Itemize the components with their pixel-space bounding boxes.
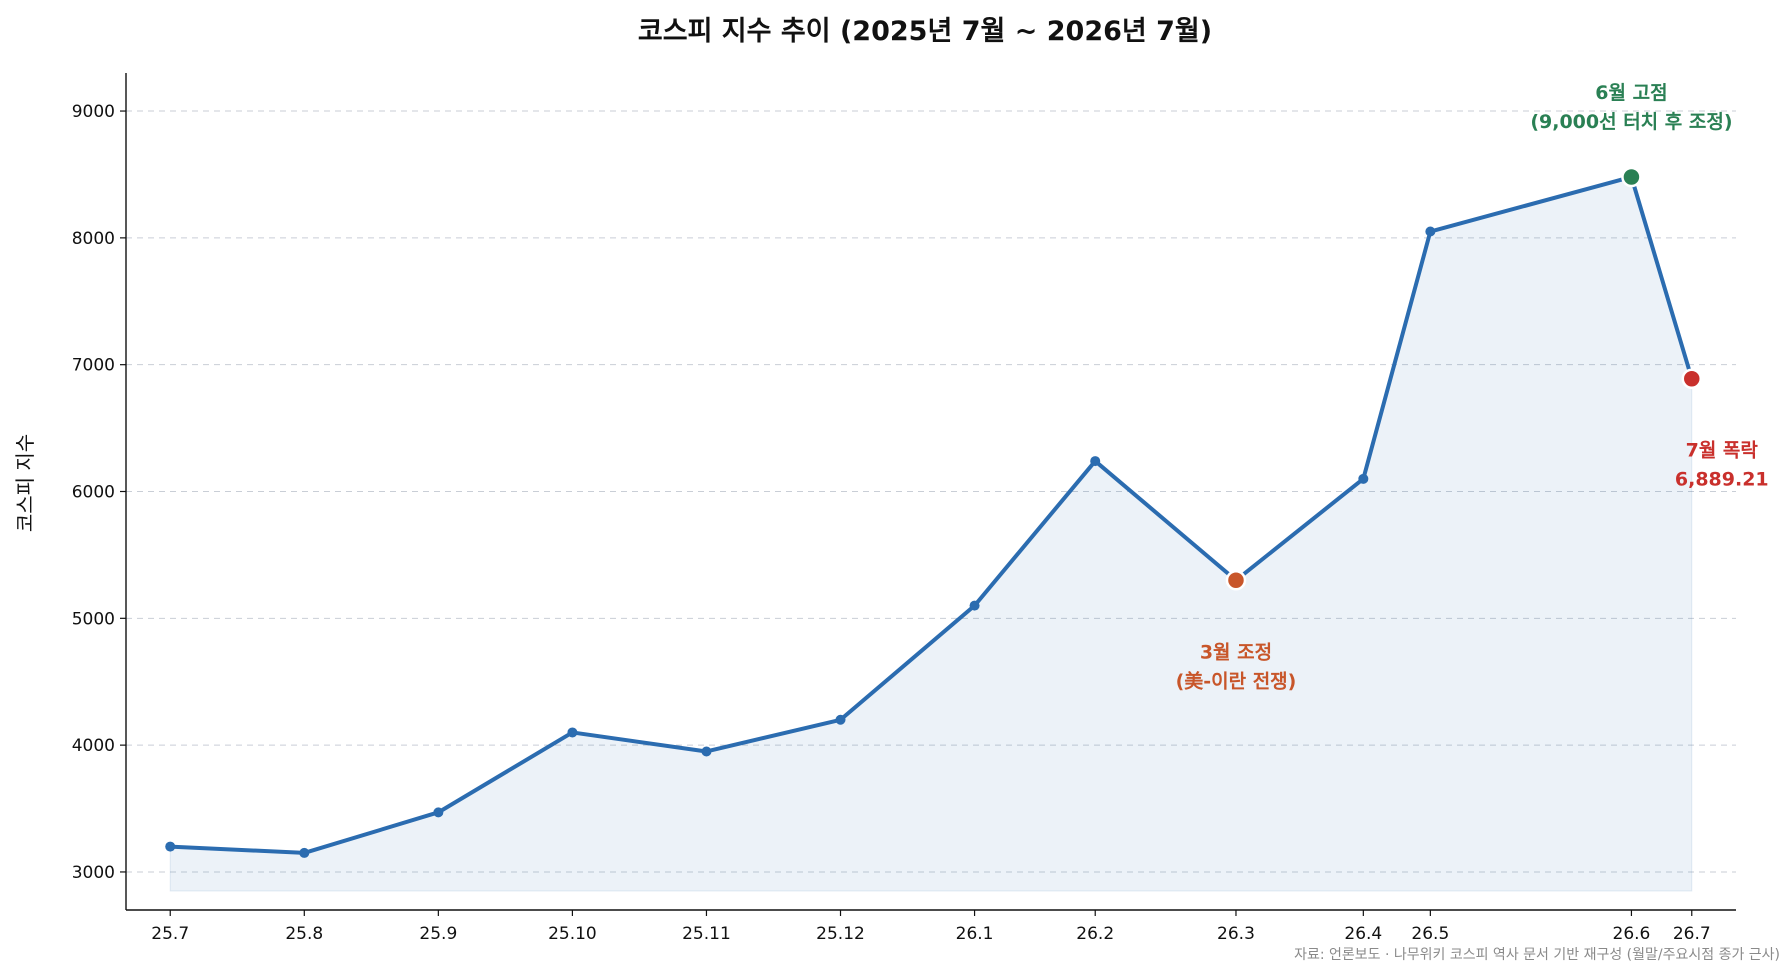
highlight-point bbox=[1621, 166, 1642, 188]
annotation-label: 3월 조정 bbox=[1200, 641, 1272, 663]
x-axis-ticks: 25.7 25.8 25.9 25.10 25.11 25.12 26.1 26.2 26.3 2… bbox=[151, 910, 1711, 944]
y-tick-label: 7000 bbox=[72, 356, 115, 376]
x-tick-label: 25.11 bbox=[682, 924, 731, 944]
data-point bbox=[701, 746, 712, 757]
data-point bbox=[969, 600, 980, 611]
annotation-label: 6월 고점 bbox=[1595, 82, 1667, 104]
data-points bbox=[165, 166, 1703, 858]
x-tick-label: 26.2 bbox=[1076, 924, 1114, 944]
annotation-label: 7월 폭락 bbox=[1686, 440, 1759, 462]
y-tick-label: 4000 bbox=[72, 736, 115, 756]
data-point bbox=[1425, 226, 1436, 237]
chart-title: 코스피 지수 추이 (2025년 7월 ~ 2026년 7월) bbox=[638, 16, 1212, 47]
y-tick-label: 5000 bbox=[72, 609, 115, 629]
x-tick-label: 26.3 bbox=[1217, 924, 1255, 944]
data-point bbox=[1090, 456, 1101, 467]
data-point bbox=[1358, 473, 1369, 484]
x-tick-label: 26.7 bbox=[1673, 924, 1711, 944]
x-tick-label: 25.9 bbox=[419, 924, 457, 944]
highlight-point bbox=[1225, 570, 1247, 591]
y-axis-ticks: 3000 4000 5000 6000 7000 8000 9000 bbox=[72, 102, 126, 883]
x-tick-label: 26.6 bbox=[1613, 924, 1651, 944]
source-note: 자료: 언론보도 · 나무위키 코스피 역사 문서 기반 재구성 (월말/주요시… bbox=[1294, 947, 1780, 963]
annotations: 3월 조정 (美-이란 전쟁) 6월 고점 (9,000선 터치 후 조정) 7월 폭락… bbox=[1176, 82, 1769, 692]
x-tick-label: 25.10 bbox=[548, 924, 597, 944]
x-tick-label: 25.8 bbox=[285, 924, 323, 944]
x-tick-label: 26.4 bbox=[1344, 924, 1382, 944]
y-tick-label: 8000 bbox=[72, 229, 115, 249]
gridlines bbox=[126, 110, 1736, 873]
x-tick-label: 26.5 bbox=[1411, 924, 1449, 944]
y-tick-label: 3000 bbox=[72, 863, 115, 883]
data-point bbox=[835, 714, 846, 725]
y-axis-label: 코스피 지수 bbox=[13, 434, 37, 532]
x-tick-label: 25.7 bbox=[151, 924, 189, 944]
x-tick-label: 25.12 bbox=[816, 924, 865, 944]
area-fill bbox=[169, 176, 1693, 892]
data-point bbox=[299, 847, 310, 858]
highlight-point bbox=[1681, 368, 1703, 389]
annotation-label: (9,000선 터치 후 조정) bbox=[1530, 111, 1732, 133]
x-tick-label: 26.1 bbox=[956, 924, 994, 944]
annotation-label: (美-이란 전쟁) bbox=[1176, 669, 1297, 692]
y-tick-label: 6000 bbox=[72, 483, 115, 503]
annotation-label: 6,889.21 bbox=[1675, 469, 1769, 491]
data-point bbox=[433, 807, 444, 818]
area-fill-layer bbox=[169, 176, 1693, 892]
data-point bbox=[165, 841, 176, 852]
data-point bbox=[567, 727, 578, 738]
y-tick-label: 9000 bbox=[72, 102, 115, 122]
